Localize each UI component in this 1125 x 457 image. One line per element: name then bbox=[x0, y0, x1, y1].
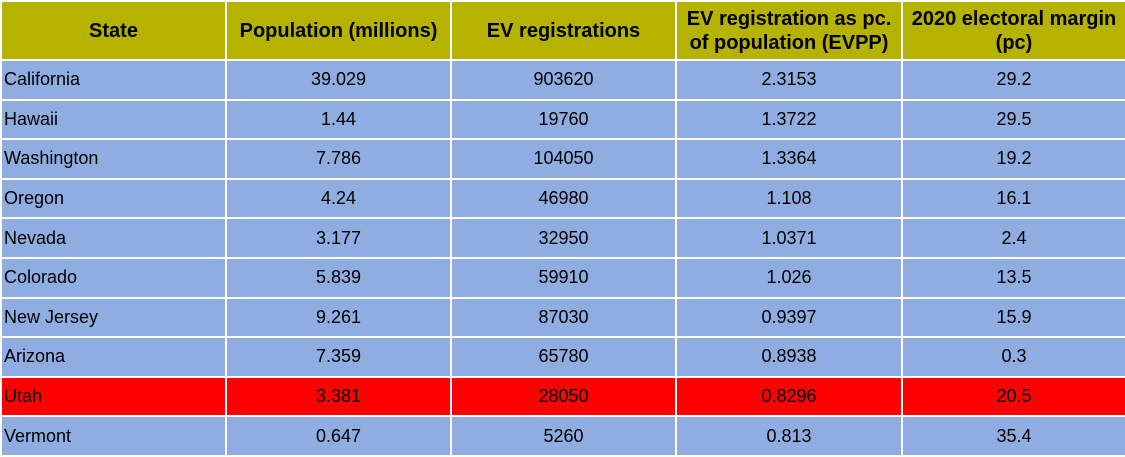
cell-ev-registrations: 104050 bbox=[450, 138, 677, 180]
cell-electoral-margin: 0.3 bbox=[901, 336, 1125, 378]
cell-evpp: 1.3364 bbox=[675, 138, 903, 180]
header-row: State Population (millions) EV registratio… bbox=[0, 0, 1125, 61]
table-row-highlighted: Utah 3.381 28050 0.8296 20.5 bbox=[0, 375, 1125, 418]
cell-state: California bbox=[0, 59, 227, 101]
cell-ev-registrations: 28050 bbox=[450, 375, 677, 418]
cell-evpp: 2.3153 bbox=[675, 59, 903, 101]
cell-evpp: 1.108 bbox=[675, 177, 903, 220]
cell-evpp: 1.026 bbox=[675, 256, 903, 299]
cell-population: 3.381 bbox=[225, 375, 452, 418]
cell-population: 7.359 bbox=[225, 336, 452, 378]
cell-population: 7.786 bbox=[225, 138, 452, 180]
cell-state: Arizona bbox=[0, 336, 227, 378]
cell-electoral-margin: 29.5 bbox=[901, 98, 1125, 141]
cell-population: 0.647 bbox=[225, 415, 452, 457]
table-header: State Population (millions) EV registratio… bbox=[0, 0, 1125, 61]
table-body: California 39.029 903620 2.3153 29.2 Hawaii 1.… bbox=[0, 59, 1125, 457]
cell-ev-registrations: 59910 bbox=[450, 256, 677, 299]
cell-population: 4.24 bbox=[225, 177, 452, 220]
table-row: Hawaii 1.44 19760 1.3722 29.5 bbox=[0, 98, 1125, 141]
table-row: Arizona 7.359 65780 0.8938 0.3 bbox=[0, 336, 1125, 378]
cell-state: Washington bbox=[0, 138, 227, 180]
cell-population: 1.44 bbox=[225, 98, 452, 141]
cell-electoral-margin: 35.4 bbox=[901, 415, 1125, 457]
column-header-ev-registrations: EV registrations bbox=[450, 0, 677, 61]
cell-state: Hawaii bbox=[0, 98, 227, 141]
cell-population: 39.029 bbox=[225, 59, 452, 101]
cell-ev-registrations: 903620 bbox=[450, 59, 677, 101]
cell-electoral-margin: 13.5 bbox=[901, 256, 1125, 299]
cell-state: Vermont bbox=[0, 415, 227, 457]
cell-evpp: 0.813 bbox=[675, 415, 903, 457]
column-header-population: Population (millions) bbox=[225, 0, 452, 61]
cell-population: 5.839 bbox=[225, 256, 452, 299]
cell-ev-registrations: 87030 bbox=[450, 296, 677, 339]
table-row: Nevada 3.177 32950 1.0371 2.4 bbox=[0, 217, 1125, 259]
cell-evpp: 0.9397 bbox=[675, 296, 903, 339]
column-header-evpp: EV registration as pc. of population (EV… bbox=[675, 0, 903, 61]
cell-ev-registrations: 46980 bbox=[450, 177, 677, 220]
cell-evpp: 0.8938 bbox=[675, 336, 903, 378]
cell-population: 9.261 bbox=[225, 296, 452, 339]
table-row: Vermont 0.647 5260 0.813 35.4 bbox=[0, 415, 1125, 457]
cell-evpp: 1.0371 bbox=[675, 217, 903, 259]
column-header-electoral-margin: 2020 electoral margin (pc) bbox=[901, 0, 1125, 61]
cell-electoral-margin: 29.2 bbox=[901, 59, 1125, 101]
cell-electoral-margin: 20.5 bbox=[901, 375, 1125, 418]
cell-evpp: 0.8296 bbox=[675, 375, 903, 418]
cell-electoral-margin: 15.9 bbox=[901, 296, 1125, 339]
cell-electoral-margin: 16.1 bbox=[901, 177, 1125, 220]
cell-electoral-margin: 19.2 bbox=[901, 138, 1125, 180]
cell-state: Utah bbox=[0, 375, 227, 418]
cell-state: Colorado bbox=[0, 256, 227, 299]
table-row: Washington 7.786 104050 1.3364 19.2 bbox=[0, 138, 1125, 180]
cell-ev-registrations: 5260 bbox=[450, 415, 677, 457]
cell-ev-registrations: 32950 bbox=[450, 217, 677, 259]
table-row: Oregon 4.24 46980 1.108 16.1 bbox=[0, 177, 1125, 220]
cell-state: New Jersey bbox=[0, 296, 227, 339]
cell-population: 3.177 bbox=[225, 217, 452, 259]
cell-ev-registrations: 19760 bbox=[450, 98, 677, 141]
cell-evpp: 1.3722 bbox=[675, 98, 903, 141]
table-row: New Jersey 9.261 87030 0.9397 15.9 bbox=[0, 296, 1125, 339]
cell-state: Nevada bbox=[0, 217, 227, 259]
column-header-state: State bbox=[0, 0, 227, 61]
table-row: California 39.029 903620 2.3153 29.2 bbox=[0, 59, 1125, 101]
cell-state: Oregon bbox=[0, 177, 227, 220]
table-row: Colorado 5.839 59910 1.026 13.5 bbox=[0, 256, 1125, 299]
cell-electoral-margin: 2.4 bbox=[901, 217, 1125, 259]
cell-ev-registrations: 65780 bbox=[450, 336, 677, 378]
